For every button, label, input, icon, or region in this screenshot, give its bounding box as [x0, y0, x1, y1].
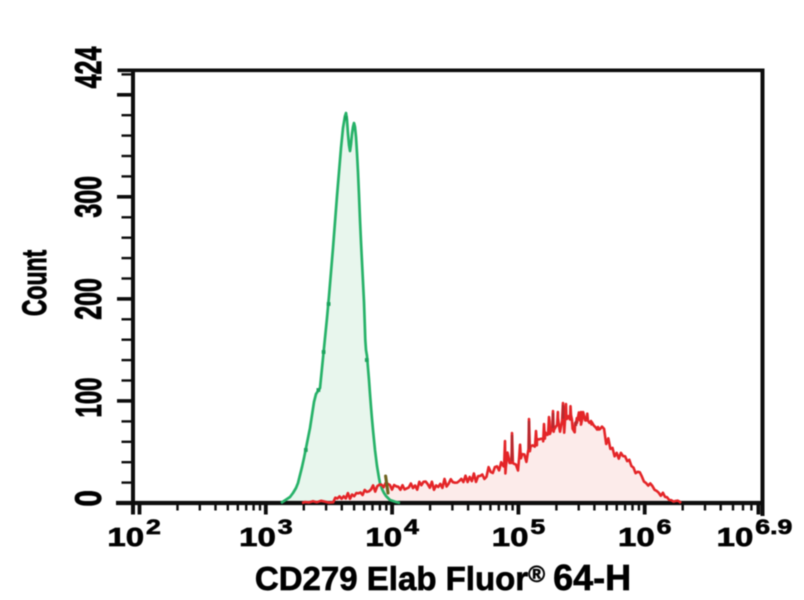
svg-text:102: 102 — [107, 516, 160, 552]
svg-text:100: 100 — [69, 377, 109, 417]
svg-text:Count: Count — [15, 250, 54, 317]
svg-text:106: 106 — [618, 516, 671, 552]
svg-text:106.9: 106.9 — [717, 516, 793, 552]
svg-text:105: 105 — [492, 516, 545, 552]
svg-text:424: 424 — [67, 46, 109, 88]
svg-text:103: 103 — [239, 516, 292, 552]
svg-text:300: 300 — [67, 176, 109, 218]
svg-text:200: 200 — [67, 278, 109, 320]
svg-text:0: 0 — [68, 490, 110, 507]
svg-text:104: 104 — [365, 516, 419, 552]
svg-text:CD279 Elab Fluor®64-H: CD279 Elab Fluor® 64-H — [255, 557, 631, 598]
